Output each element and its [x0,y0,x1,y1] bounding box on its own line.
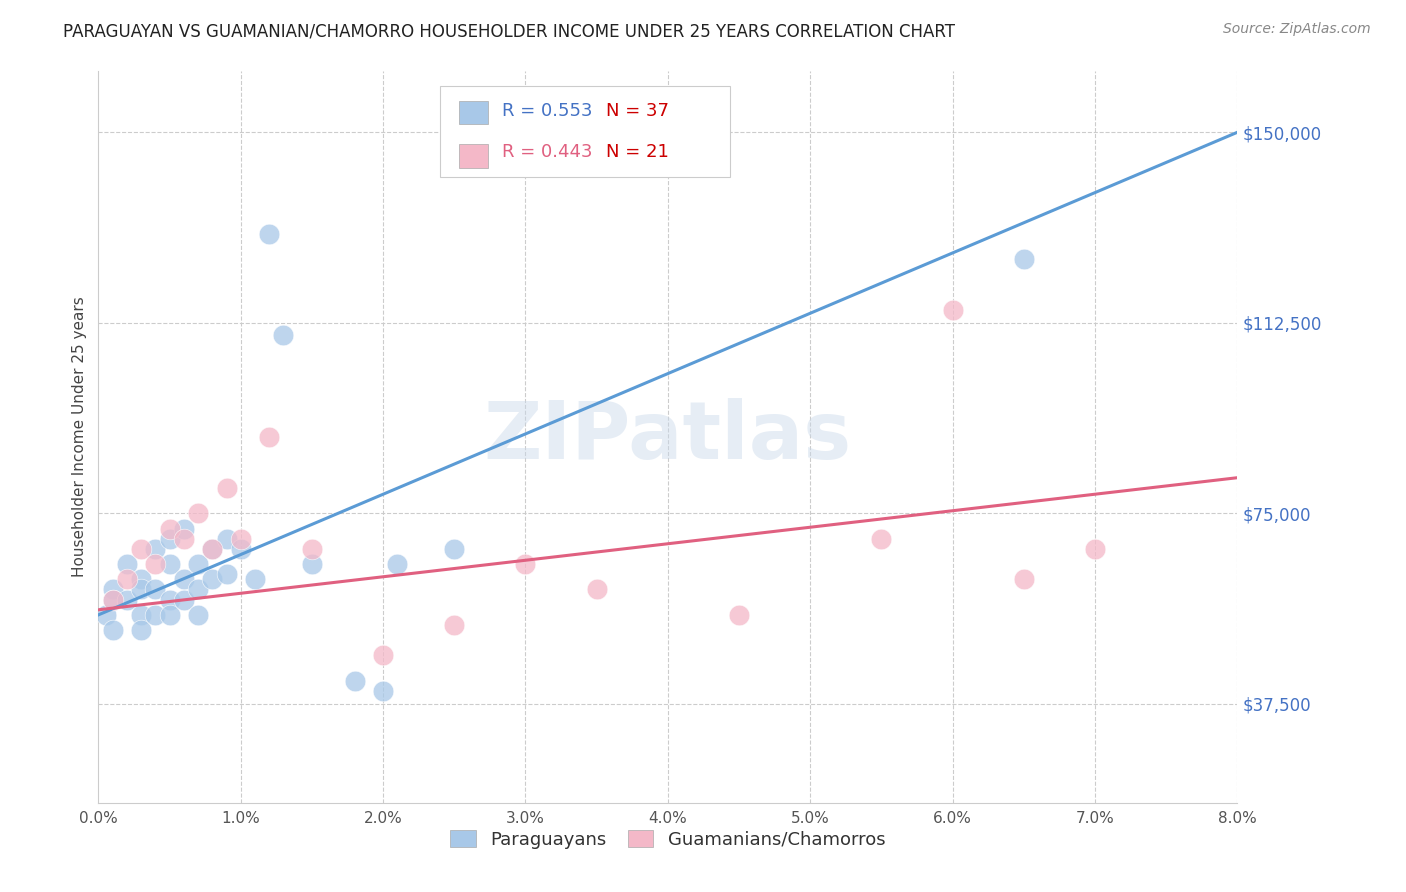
Point [115,557,138,571]
Text: ZIPatlas: ZIPatlas [484,398,852,476]
Point [201,572,224,586]
Point [173,592,195,607]
Point [585,582,607,597]
Point [371,684,394,698]
Point [129,541,152,556]
Point [870,532,893,546]
Point [259,430,281,444]
Point [273,328,295,343]
Point [129,607,152,622]
Point [215,481,238,495]
Point [187,557,209,571]
Point [101,592,124,607]
Point [159,532,181,546]
Point [301,541,323,556]
Point [201,541,224,556]
Point [159,521,181,535]
FancyBboxPatch shape [460,145,488,168]
Point [115,572,138,586]
Legend: Paraguayans, Guamanians/Chamorros: Paraguayans, Guamanians/Chamorros [443,822,893,856]
Point [443,541,465,556]
Point [159,607,181,622]
Point [229,532,252,546]
Point [515,557,537,571]
Point [94,607,117,622]
Point [1084,541,1107,556]
Point [159,557,181,571]
Text: N = 37: N = 37 [606,103,669,120]
Point [443,618,465,632]
Point [173,532,195,546]
Point [173,521,195,535]
Point [115,592,138,607]
Point [101,592,124,607]
Point [1012,252,1035,267]
Point [173,572,195,586]
FancyBboxPatch shape [460,101,488,124]
Point [942,303,965,318]
Point [101,623,124,637]
Point [129,582,152,597]
Point [387,557,409,571]
Text: R = 0.443: R = 0.443 [502,143,592,161]
Point [301,557,323,571]
Point [159,592,181,607]
Text: PARAGUAYAN VS GUAMANIAN/CHAMORRO HOUSEHOLDER INCOME UNDER 25 YEARS CORRELATION C: PARAGUAYAN VS GUAMANIAN/CHAMORRO HOUSEHO… [63,22,955,40]
Text: N = 21: N = 21 [606,143,669,161]
Point [1012,572,1035,586]
Point [229,541,252,556]
Y-axis label: Householder Income Under 25 years: Householder Income Under 25 years [72,297,87,577]
Point [145,557,167,571]
Point [201,541,224,556]
FancyBboxPatch shape [440,86,731,178]
Point [129,623,152,637]
Point [371,648,394,663]
Point [215,567,238,582]
Text: Source: ZipAtlas.com: Source: ZipAtlas.com [1223,22,1371,37]
Point [243,572,266,586]
Point [101,582,124,597]
Point [187,607,209,622]
Point [728,607,751,622]
Point [145,541,167,556]
Text: R = 0.553: R = 0.553 [502,103,592,120]
Point [343,673,366,688]
Point [187,582,209,597]
Point [215,532,238,546]
Point [145,607,167,622]
Point [129,572,152,586]
Point [187,506,209,520]
Point [259,227,281,241]
Point [145,582,167,597]
